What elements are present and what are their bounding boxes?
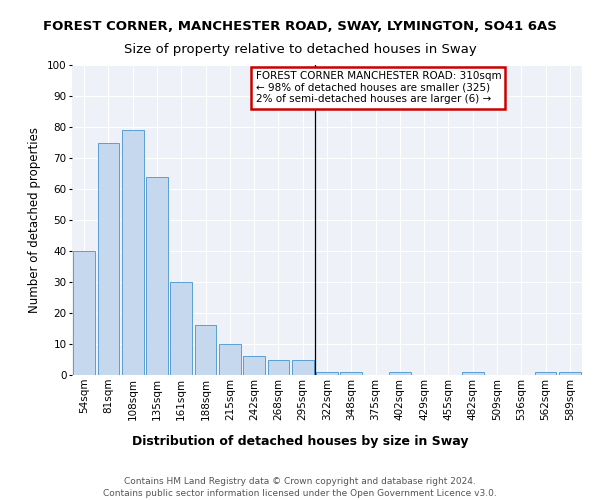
Text: FOREST CORNER MANCHESTER ROAD: 310sqm
← 98% of detached houses are smaller (325): FOREST CORNER MANCHESTER ROAD: 310sqm ← … [256,71,501,104]
Bar [194,326,217,375]
Bar [73,251,95,375]
Bar [462,372,484,375]
Bar [219,344,241,375]
Bar [340,372,362,375]
Bar [535,372,556,375]
Bar [97,142,119,375]
Bar [389,372,411,375]
Bar [146,176,168,375]
Bar [559,372,581,375]
Text: Contains HM Land Registry data © Crown copyright and database right 2024.
Contai: Contains HM Land Registry data © Crown c… [103,476,497,498]
Text: Distribution of detached houses by size in Sway: Distribution of detached houses by size … [132,435,468,448]
Bar [292,360,314,375]
Bar [316,372,338,375]
Bar [122,130,143,375]
Bar [268,360,289,375]
Text: FOREST CORNER, MANCHESTER ROAD, SWAY, LYMINGTON, SO41 6AS: FOREST CORNER, MANCHESTER ROAD, SWAY, LY… [43,20,557,33]
Bar [170,282,192,375]
Bar [243,356,265,375]
Y-axis label: Number of detached properties: Number of detached properties [28,127,41,313]
Text: Size of property relative to detached houses in Sway: Size of property relative to detached ho… [124,42,476,56]
